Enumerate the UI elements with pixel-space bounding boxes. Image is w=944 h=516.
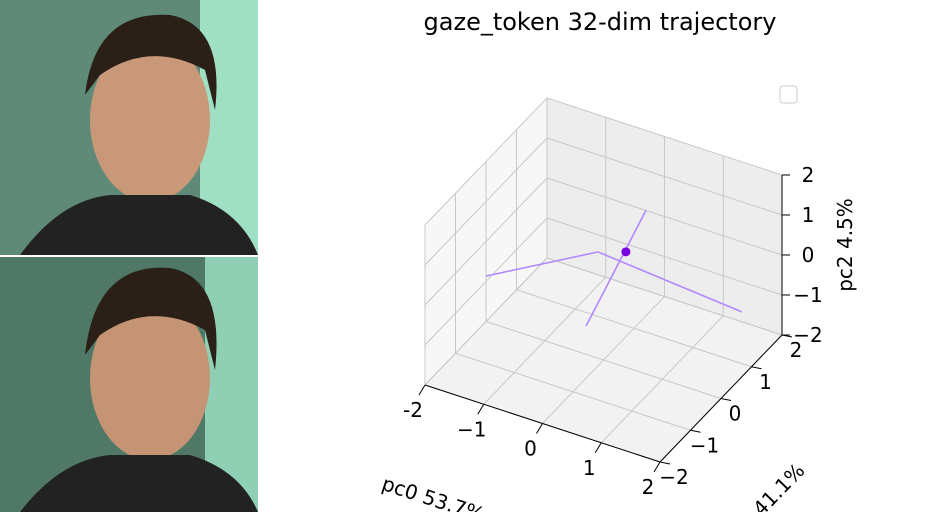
grid-line [424,97,548,226]
z-tick-label: 1 [802,203,815,227]
x-tick-label: -2 [403,398,423,422]
x-tick [418,384,426,396]
z-tick-label: 0 [802,243,815,267]
grid-line [424,137,548,266]
grid-line [516,289,752,368]
x-tick-label: 2 [642,475,655,499]
x-tick [477,403,485,415]
photo-bottom [0,257,258,512]
x-axis [424,384,661,463]
z-tick-label: −2 [793,323,822,347]
current-point [621,247,631,257]
grid-line [546,137,783,216]
z-tick-label: 2 [802,163,815,187]
y-tick [690,429,701,433]
y-axis [659,334,783,463]
grid-line [546,217,783,296]
grid-line [546,97,783,176]
x-tick-label: 0 [524,437,537,461]
grid-line [424,217,548,346]
x-tick [653,461,661,473]
y-tick-label: 2 [790,338,803,362]
x-tick [536,423,543,434]
y-tick-label: 0 [729,402,742,426]
y-tick [720,398,732,401]
x-tick [594,442,602,454]
y-axis-title: pc1 41.1% [718,458,809,512]
x-axis-title: pc0 53.7% [379,471,488,512]
grid-line [424,177,548,306]
y-tick [751,366,762,370]
y-tick-label: −2 [659,465,688,489]
trajectory-line [485,209,743,327]
x-tick-label: −1 [457,417,486,441]
y-tick [659,461,671,465]
x-tick-label: 1 [583,456,596,480]
legend-box [779,85,798,104]
chart-title: gaze_token 32-dim trajectory [424,8,777,36]
grid-line [546,257,783,336]
grid-line [424,257,548,386]
y-tick-label: 1 [759,370,772,394]
grid-line [455,352,691,431]
photo-top [0,0,258,255]
z-axis-title: pc2 4.5% [833,198,857,292]
z-tick-label: −1 [793,283,822,307]
y-tick-label: −1 [690,433,719,457]
grid-line [546,177,783,256]
grid-line [485,321,722,399]
